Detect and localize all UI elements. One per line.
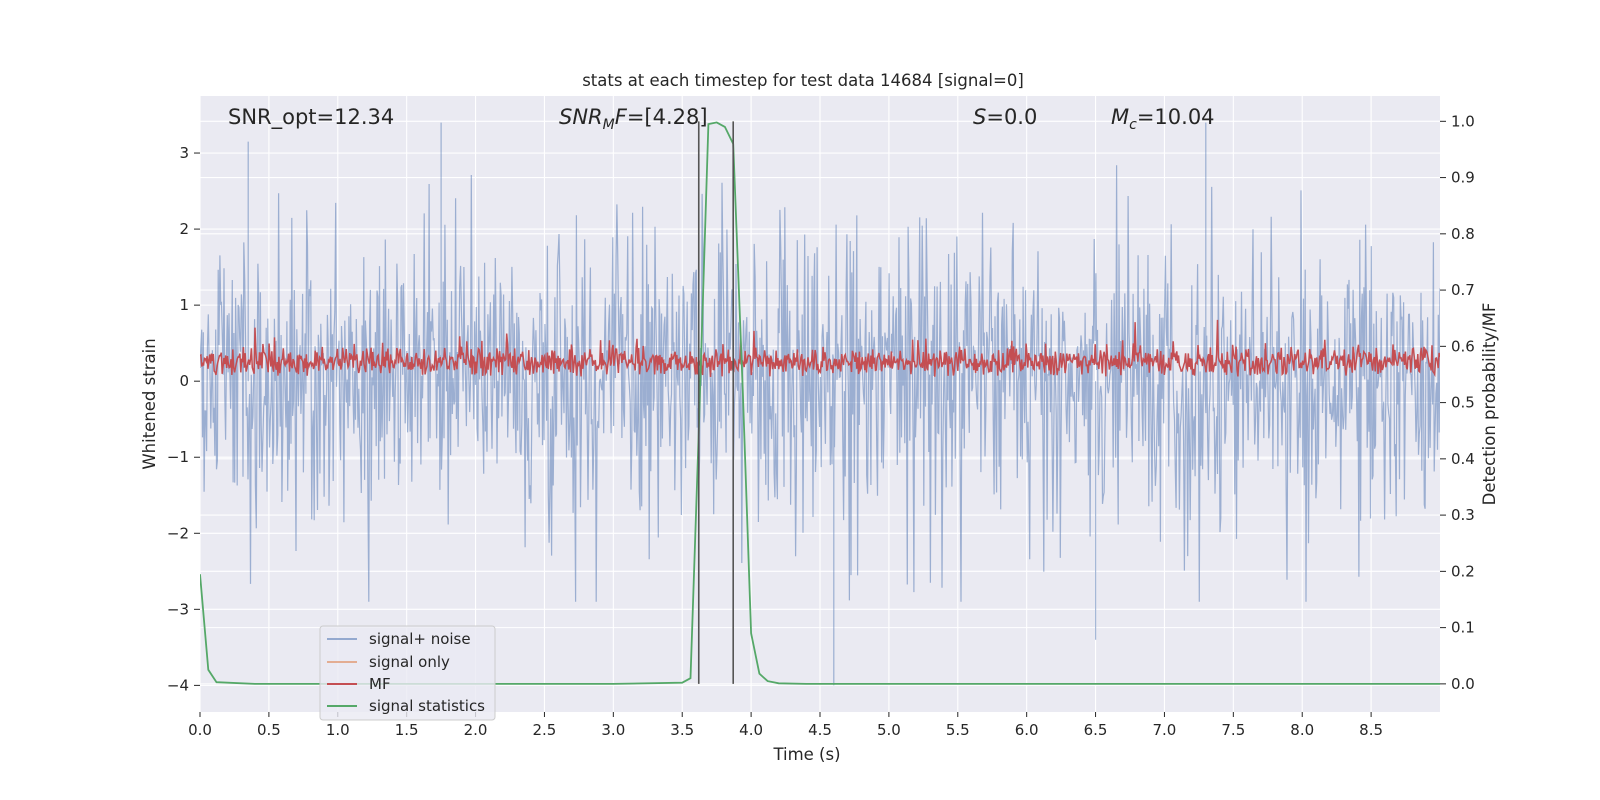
y-axis-left-label: Whitened strain (140, 338, 159, 469)
x-tick-label: 8.5 (1359, 721, 1383, 739)
y-tick-label: −4 (167, 676, 189, 694)
x-tick-label: 3.0 (601, 721, 625, 739)
x-tick-label: 2.5 (533, 721, 557, 739)
x-tick-label: 6.0 (1015, 721, 1039, 739)
annotation-snr-opt: SNR_opt=12.34 (228, 105, 394, 130)
annotations: SNR_opt=12.34 SNRMF=[4.28] S=0.0 Mc=10.0… (228, 105, 1215, 133)
plot-area (199, 96, 1440, 712)
y-right-tick-label: 0.9 (1451, 169, 1475, 187)
y-axis-left-ticks: 3 2 1 0 −1 −2 −3 −4 (167, 144, 200, 694)
x-tick-label: 5.5 (946, 721, 970, 739)
x-tick-label: 8.0 (1290, 721, 1314, 739)
y-right-tick-label: 0.3 (1451, 506, 1475, 524)
y-right-tick-label: 0.6 (1451, 337, 1475, 355)
series-mf (200, 319, 1440, 378)
annotation-mc: Mc=10.04 (1111, 105, 1215, 133)
y-tick-label: −3 (167, 600, 189, 618)
x-tick-label: 0.0 (188, 721, 212, 739)
x-tick-label: 0.5 (257, 721, 281, 739)
legend-label-mf: MF (369, 675, 391, 693)
y-axis-right-ticks: 1.0 0.9 0.8 0.7 0.6 0.5 0.4 0.3 0.2 0.1 0.0 (1440, 112, 1475, 693)
series-signal-statistics (200, 121, 1440, 685)
detection-window-lines (697, 121, 735, 684)
y-right-tick-label: 0.7 (1451, 281, 1475, 299)
y-tick-label: 1 (179, 296, 189, 314)
y-tick-label: 0 (179, 372, 189, 390)
x-tick-label: 3.5 (670, 721, 694, 739)
y-tick-label: −2 (167, 524, 189, 542)
legend-frame (319, 625, 496, 721)
chart-title: stats at each timestep for test data 146… (582, 71, 1024, 90)
y-right-tick-label: 1.0 (1451, 112, 1475, 130)
x-tick-label: 5.0 (877, 721, 901, 739)
x-tick-label: 7.0 (1153, 721, 1177, 739)
x-tick-label: 6.5 (1084, 721, 1108, 739)
annotation-snr-mf: SNRMF=[4.28] (559, 105, 708, 133)
x-tick-label: 2.0 (464, 721, 488, 739)
y-right-tick-label: 0.2 (1451, 562, 1475, 580)
x-tick-label: 7.5 (1221, 721, 1245, 739)
y-tick-label: 3 (179, 144, 189, 162)
x-tick-label: 4.5 (808, 721, 832, 739)
y-right-tick-label: 0.0 (1451, 675, 1475, 693)
legend-label-signal-noise: signal+ noise (369, 630, 471, 648)
x-axis-ticks: 0.0 0.5 1.0 1.5 2.0 2.5 3.0 3.5 4.0 4.5 5.0 5.5 6.0 6… (188, 712, 1383, 739)
series-signal-noise (200, 122, 1440, 686)
y-tick-label: 2 (179, 220, 189, 238)
annotation-s: S=0.0 (973, 105, 1037, 129)
y-right-tick-label: 0.1 (1451, 619, 1475, 637)
legend-label-signal-only: signal only (369, 653, 450, 671)
legend: signal+ noise signal only MF signal stat… (319, 625, 496, 721)
y-right-tick-label: 0.8 (1451, 225, 1475, 243)
legend-label-signal-statistics: signal statistics (369, 697, 485, 715)
x-tick-label: 4.0 (739, 721, 763, 739)
y-axis-right-label: Detection probability/MF (1480, 303, 1499, 506)
y-right-tick-label: 0.4 (1451, 450, 1475, 468)
x-axis-label: Time (s) (772, 745, 840, 764)
y-tick-label: −1 (167, 448, 189, 466)
x-tick-label: 1.5 (395, 721, 419, 739)
y-right-tick-label: 0.5 (1451, 394, 1475, 412)
x-tick-label: 1.0 (326, 721, 350, 739)
